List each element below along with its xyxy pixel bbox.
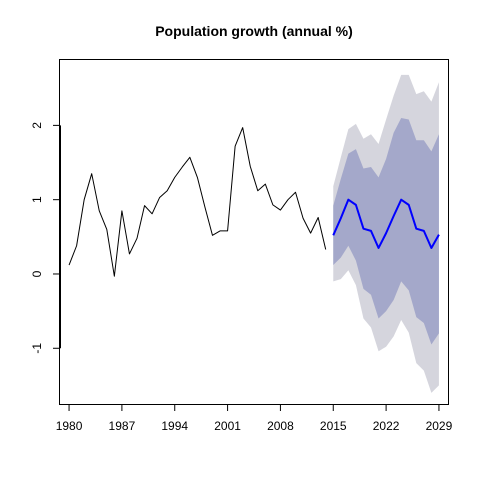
x-tick-label: 1980 xyxy=(56,419,83,433)
y-tick-label: 1 xyxy=(30,196,44,203)
x-tick-label: 1987 xyxy=(109,419,136,433)
x-tick-label: 1994 xyxy=(161,419,188,433)
x-tick-label: 2029 xyxy=(426,419,453,433)
y-tick-label: 0 xyxy=(30,270,44,277)
history-line xyxy=(68,127,327,277)
x-tick-label: 2022 xyxy=(373,419,400,433)
x-tick-label: 2001 xyxy=(214,419,241,433)
y-tick-label: 2 xyxy=(30,122,44,129)
x-axis: 1980 1987 1994 2001 2008 2015 2022 2029 xyxy=(56,404,453,433)
y-axis: -1 0 1 2 xyxy=(30,122,61,354)
chart-title: Population growth (annual %) xyxy=(155,23,353,39)
x-tick-label: 2008 xyxy=(267,419,294,433)
forecast-line xyxy=(332,198,440,249)
y-tick-label: -1 xyxy=(30,343,44,354)
series-lines-group xyxy=(68,127,440,277)
x-tick-label: 2015 xyxy=(320,419,347,433)
